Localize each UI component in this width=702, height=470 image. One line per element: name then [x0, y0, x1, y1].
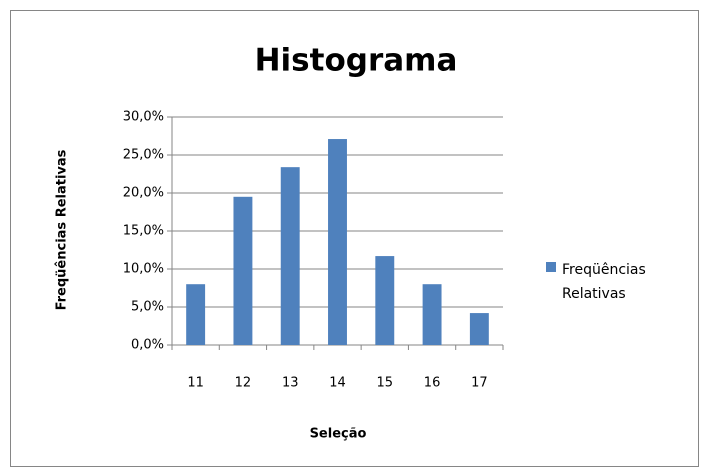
x-tick-label: 11 [187, 376, 204, 391]
y-tick-label: 25,0% [123, 148, 164, 163]
x-tick-label: 16 [424, 376, 441, 391]
legend-swatch [546, 262, 556, 272]
bar [469, 313, 489, 345]
x-tick-label: 12 [235, 376, 252, 391]
bar [328, 139, 347, 345]
y-tick-label: 20,0% [123, 186, 164, 201]
y-tick-label: 10,0% [123, 262, 164, 277]
y-tick-label: 15,0% [123, 224, 164, 239]
x-tick-label: 17 [471, 376, 488, 391]
y-tick-label: 0,0% [131, 338, 164, 353]
bar [280, 167, 300, 345]
x-tick-label: 13 [282, 376, 299, 391]
chart-title: Histograma [255, 43, 458, 79]
bar [422, 284, 442, 345]
x-axis-title: Seleção [310, 427, 367, 442]
chart-border [10, 10, 699, 467]
y-tick-label: 5,0% [131, 300, 164, 315]
x-tick-label: 14 [329, 376, 346, 391]
y-axis-title: Freqüências Relativas [55, 149, 70, 310]
legend-label: Freqüências Relativas [562, 262, 646, 302]
y-tick-label: 30,0% [123, 110, 164, 125]
x-tick-label: 15 [377, 376, 394, 391]
bar [375, 256, 395, 345]
bar [186, 284, 206, 345]
bar [233, 196, 253, 345]
